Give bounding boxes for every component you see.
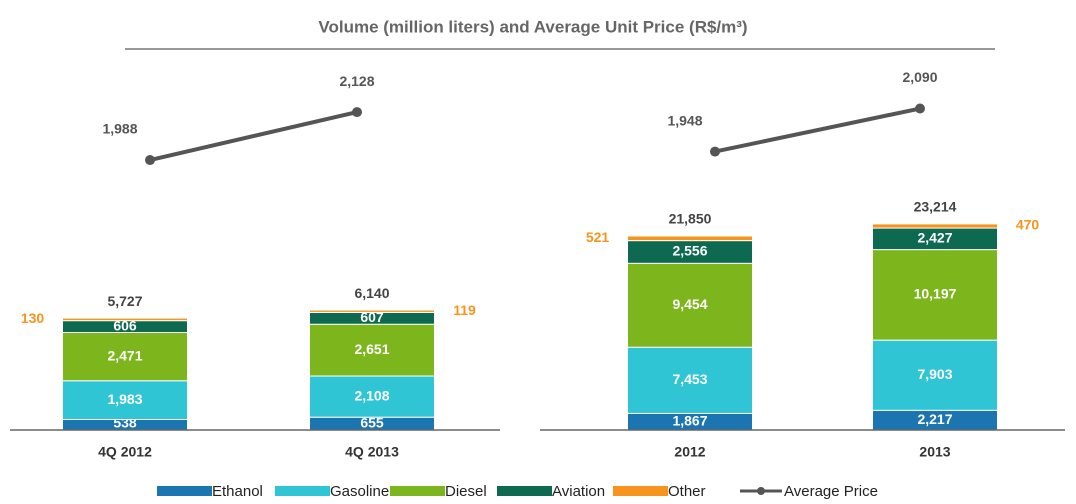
value-label: 2,427 <box>917 230 952 246</box>
total-label: 21,850 <box>669 211 712 227</box>
bar-segment <box>872 223 998 229</box>
value-label: 9,454 <box>672 296 707 312</box>
value-label: 1,983 <box>107 391 142 407</box>
bar-segment <box>872 339 998 411</box>
legend-swatch <box>157 486 212 496</box>
value-label: 130 <box>21 310 45 326</box>
x-tick-label: 2013 <box>919 444 950 460</box>
value-label: 7,903 <box>917 366 952 382</box>
bar-segment <box>627 262 753 348</box>
bar-segment <box>627 235 753 242</box>
price-line <box>149 110 358 162</box>
legend-swatch <box>613 486 668 496</box>
value-label: 470 <box>1016 217 1040 233</box>
price-label: 2,128 <box>339 73 374 89</box>
value-label: 2,108 <box>354 387 389 403</box>
price-point <box>145 155 155 166</box>
legend-label: Ethanol <box>212 483 263 500</box>
value-label: 607 <box>360 309 384 325</box>
bar-segment <box>309 323 435 377</box>
value-label: 655 <box>360 414 384 430</box>
value-label: 2,651 <box>354 341 389 357</box>
value-label: 521 <box>586 229 610 245</box>
bar-segment <box>62 380 188 420</box>
legend-label: Aviation <box>552 483 605 500</box>
legend-dot <box>757 487 765 495</box>
chart-title: Volume (million liters) and Average Unit… <box>318 17 747 36</box>
total-label: 6,140 <box>354 285 389 301</box>
bar-segment <box>62 317 188 322</box>
price-label: 1,948 <box>667 112 702 128</box>
value-label: 2,556 <box>672 243 707 259</box>
x-tick-label: 4Q 2013 <box>345 444 399 460</box>
legend-swatch <box>497 486 552 496</box>
price-point <box>352 107 362 118</box>
x-tick-label: 4Q 2012 <box>98 444 152 460</box>
value-label: 10,197 <box>914 286 957 302</box>
price-line <box>714 106 921 154</box>
total-label: 5,727 <box>107 293 142 309</box>
legend-label: Diesel <box>445 483 487 500</box>
x-tick-label: 2012 <box>674 444 705 460</box>
legend-label: Gasoline <box>330 483 389 500</box>
price-label: 1,988 <box>102 121 137 137</box>
price-label: 2,090 <box>902 69 937 85</box>
value-label: 7,453 <box>672 371 707 387</box>
value-label: 119 <box>453 302 476 318</box>
bar-segment <box>309 375 435 418</box>
price-point <box>915 103 925 114</box>
legend-label: Other <box>668 483 706 500</box>
price-point <box>710 146 720 157</box>
legend-swatch <box>275 486 330 496</box>
value-label: 2,471 <box>107 347 142 363</box>
legend-label: Average Price <box>784 483 878 500</box>
value-label: 2,217 <box>917 411 952 427</box>
value-label: 1,867 <box>672 412 707 428</box>
bar-segment <box>872 249 998 341</box>
legend-swatch <box>390 486 445 496</box>
bar-segment <box>309 309 435 313</box>
total-label: 23,214 <box>914 199 957 215</box>
value-label: 606 <box>113 317 137 333</box>
